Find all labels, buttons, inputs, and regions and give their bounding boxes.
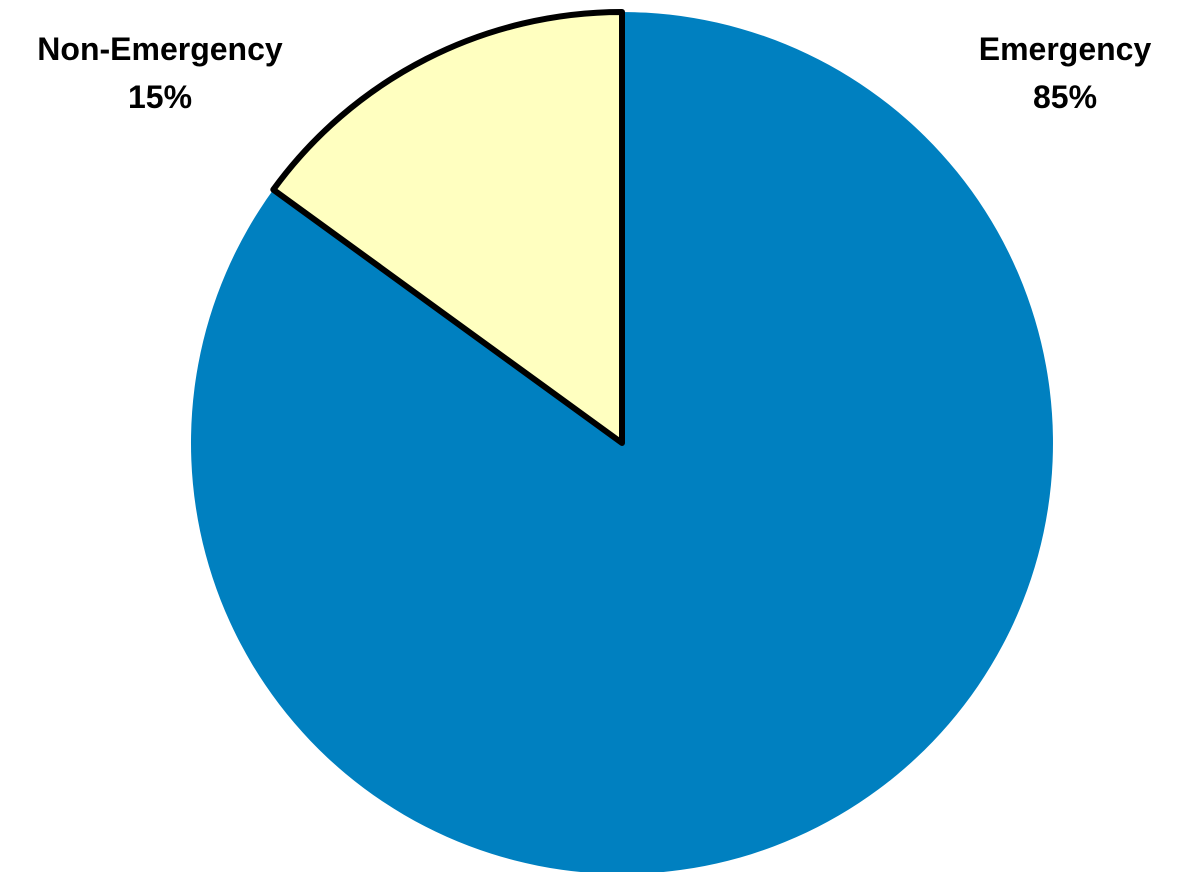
slice-label-emergency-name: Emergency xyxy=(979,31,1152,67)
slice-label-emergency-percent: 85% xyxy=(1033,79,1097,115)
pie-slices xyxy=(191,9,1053,872)
pie-slice-emergency xyxy=(191,12,1053,872)
slice-label-non-emergency-name: Non-Emergency xyxy=(37,31,283,67)
pie-slice-non-emergency xyxy=(270,9,625,446)
slice-label-non-emergency-percent: 15% xyxy=(128,79,192,115)
